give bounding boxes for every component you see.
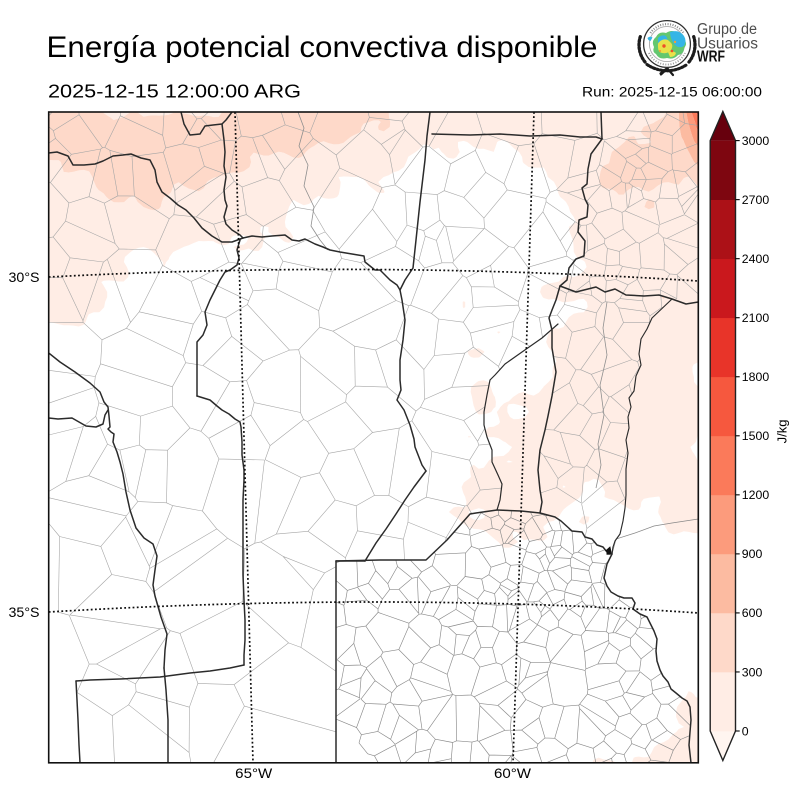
svg-text:300: 300 (742, 665, 763, 679)
svg-text:Grupo de: Grupo de (697, 21, 757, 38)
svg-text:0: 0 (742, 724, 749, 738)
svg-text:1500: 1500 (742, 429, 770, 443)
svg-text:2400: 2400 (742, 252, 770, 266)
svg-text:Usuarios: Usuarios (697, 36, 758, 53)
svg-text:1200: 1200 (742, 488, 770, 502)
svg-text:60°W: 60°W (494, 765, 532, 781)
svg-text:Run: 2025-12-15 06:00:00: Run: 2025-12-15 06:00:00 (582, 84, 762, 100)
svg-text:J/kg: J/kg (775, 420, 790, 444)
svg-text:900: 900 (742, 547, 763, 561)
svg-text:WRF: WRF (697, 49, 725, 66)
svg-text:2700: 2700 (742, 193, 770, 207)
svg-text:1800: 1800 (742, 370, 770, 384)
svg-text:65°W: 65°W (235, 765, 273, 781)
svg-text:35°S: 35°S (9, 604, 40, 620)
svg-text:2025-12-15 12:00:00 ARG: 2025-12-15 12:00:00 ARG (48, 81, 301, 102)
svg-text:Energía potencial convectiva d: Energía potencial convectiva disponible (47, 31, 598, 64)
svg-text:3000: 3000 (742, 134, 770, 148)
svg-text:2100: 2100 (742, 311, 770, 325)
svg-text:600: 600 (742, 606, 763, 620)
svg-text:30°S: 30°S (9, 269, 40, 285)
